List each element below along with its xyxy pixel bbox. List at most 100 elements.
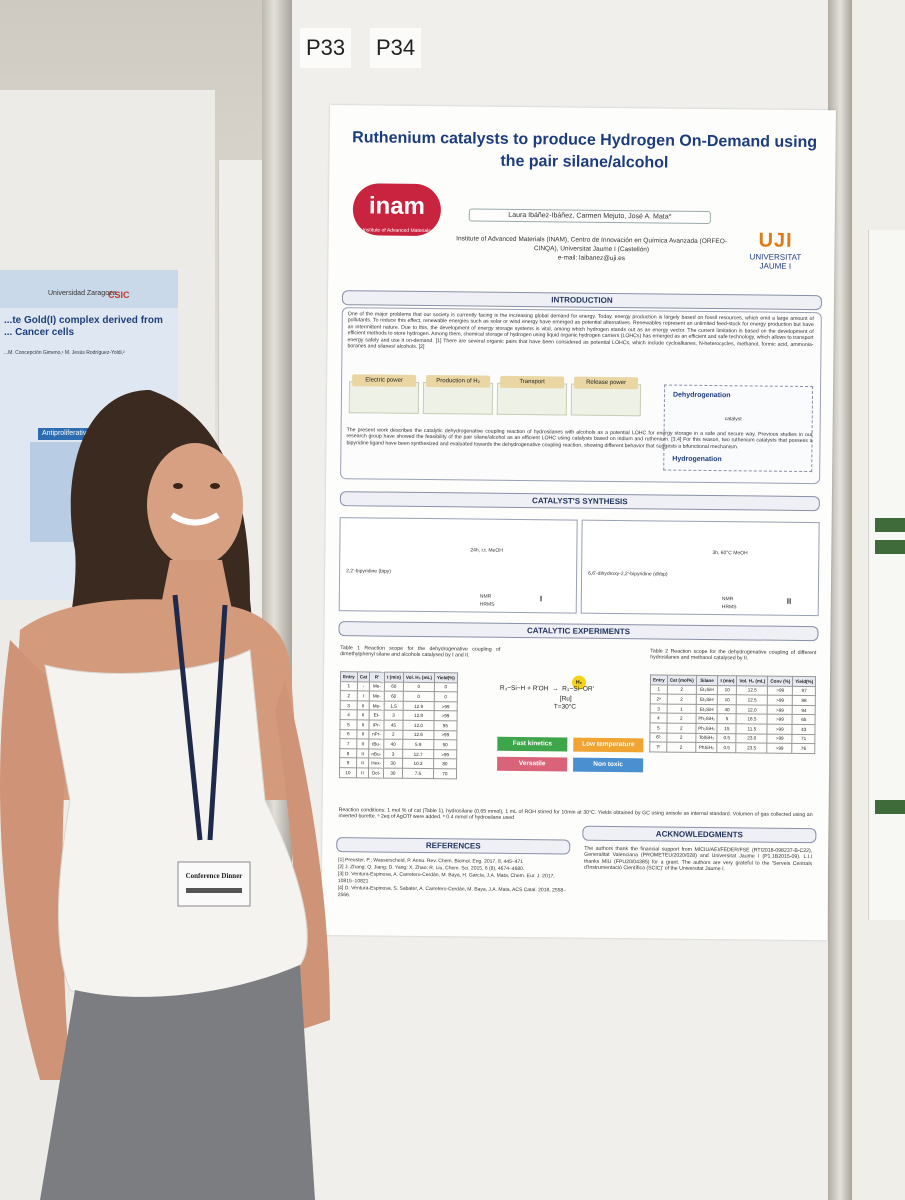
ligand-dhbp: 6,6'-dihydroxy-2,2'-bipyridine (dhbp) bbox=[588, 570, 668, 578]
table-header-cell: Yield(%) bbox=[792, 676, 816, 687]
table-header-cell: Cat (mol%) bbox=[667, 675, 697, 685]
dehydrogenation-label: Dehydrogenation bbox=[672, 391, 731, 400]
table-cell: Et- bbox=[369, 710, 385, 721]
table-row: 7ᵇ 2 PhSiH₃ 0.5 23.5 >99 76 bbox=[649, 742, 816, 754]
table-cell: 8 bbox=[339, 748, 357, 759]
table-cell: Ph₂SiH₂ bbox=[695, 713, 718, 724]
table-cell: 5.9 bbox=[402, 739, 434, 750]
poster-authors: Laura Ibáñez-Ibáñez, Carmen Mejuto, José… bbox=[468, 208, 711, 224]
table-cell: 12.6 bbox=[402, 729, 434, 740]
inam-logo-text: inam bbox=[368, 192, 426, 220]
table-cell: 6 bbox=[339, 729, 357, 739]
table-header-cell: Cat bbox=[357, 671, 370, 682]
arm-right bbox=[275, 680, 330, 1030]
table-cell: 2 bbox=[666, 732, 696, 743]
ligand-bipy: 2,2'-bipyridine (bipy) bbox=[346, 568, 392, 575]
poster-affiliation: Institute of Advanced Materials (INAM), … bbox=[446, 234, 736, 264]
table-header-cell: t (min) bbox=[384, 672, 404, 682]
table-cell: 5 bbox=[339, 719, 357, 730]
table-cell: 60 bbox=[384, 681, 404, 692]
table-cell: II bbox=[356, 767, 369, 778]
left-logo-university: Universidad Zaragoza bbox=[48, 290, 117, 297]
right-poster-bar bbox=[875, 518, 905, 532]
table-header-cell: Yield(%) bbox=[434, 672, 458, 683]
feature-fast-kinetics: Fast kinetics bbox=[497, 736, 568, 752]
table-cell: >99 bbox=[767, 733, 793, 744]
table-cell: 1 bbox=[340, 681, 358, 692]
table-cell: Et₃SiH bbox=[695, 704, 718, 714]
table-cell: II bbox=[356, 719, 370, 730]
section-synthesis-header: CATALYST'S SYNTHESIS bbox=[339, 491, 820, 512]
lanyard bbox=[172, 594, 228, 841]
table-cell: 10 bbox=[717, 694, 737, 705]
table-cell: nBu- bbox=[368, 748, 384, 759]
table2-caption: Table 2 Reaction scope for the dehydroge… bbox=[650, 648, 817, 662]
table-cell: >99 bbox=[767, 724, 793, 734]
table-cell: 2 bbox=[667, 684, 697, 695]
table-1: Entry Cat R' t (min) Vol. H₂ (mL) Yield(%) 1- M… bbox=[339, 671, 458, 779]
table-cell: 70 bbox=[433, 768, 457, 779]
feature-versatile: Versatile bbox=[497, 756, 568, 772]
uji-logo-mark: UJI bbox=[758, 229, 793, 252]
table-cell: 4 bbox=[340, 710, 357, 720]
poster: Ruthenium catalysts to produce Hydrogen … bbox=[321, 105, 836, 941]
table-cell: 50 bbox=[433, 739, 457, 750]
feature-low-temperature: Low temperature bbox=[573, 737, 644, 753]
table-cell: - bbox=[357, 681, 370, 692]
synthesis-conditions-right: 3h, 60°C MeOH bbox=[712, 550, 748, 557]
table-header-cell: Vol. H₂ (mL) bbox=[736, 675, 768, 686]
table-cell: Me- bbox=[369, 681, 385, 692]
check-nmr-left: NMR bbox=[479, 593, 492, 600]
synthesis-scheme-right: 6,6'-dihydroxy-2,2'-bipyridine (dhbp) 3h… bbox=[580, 519, 820, 617]
hydrogenation-label: Hydrogenation bbox=[672, 455, 722, 464]
table-cell: 71 bbox=[792, 733, 816, 744]
table-cell: nPr- bbox=[369, 729, 384, 740]
check-hrms-left: HRMS bbox=[479, 601, 495, 608]
table-cell: 3 bbox=[340, 700, 358, 711]
table-header-cell: Vol. H₂ (mL) bbox=[403, 672, 435, 683]
table-cell: 2 bbox=[666, 713, 696, 724]
table-cell: 2 bbox=[383, 729, 403, 740]
left-poster-header bbox=[0, 270, 178, 308]
reaction-equation: R₃−Si−H + R'OH → R₃−Si−OR' [Ru] T=30°C bbox=[499, 684, 594, 711]
table-cell: 7 bbox=[339, 738, 357, 749]
table-cell: PhSiH₃ bbox=[695, 742, 718, 753]
table-cell: 18.5 bbox=[736, 714, 768, 725]
table-cell: 65 bbox=[792, 714, 816, 725]
table-cell: 30 bbox=[383, 758, 403, 769]
checked-trousers bbox=[40, 965, 315, 1200]
section-acknowledgments-header: ACKNOWLEDGMENTS bbox=[582, 825, 817, 844]
left-poster-title: ...te Gold(I) complex derived from ... C… bbox=[4, 315, 163, 338]
table-cell: >99 bbox=[767, 685, 793, 696]
dehydrogenation-diagram: Dehydrogenation catalyst Hydrogenation bbox=[663, 384, 814, 473]
table-header-cell: R' bbox=[369, 671, 385, 682]
table-cell: II bbox=[356, 738, 370, 749]
flow-production: Production of H₂ bbox=[422, 375, 494, 415]
table-cell: 0 bbox=[403, 681, 435, 692]
table-cell: 43 bbox=[792, 724, 816, 735]
reaction-catalyst: [Ru] bbox=[559, 695, 572, 703]
table-cell: 98 bbox=[792, 695, 816, 706]
table-cell: 0.5 bbox=[717, 733, 737, 743]
table-cell: 11.5 bbox=[736, 723, 768, 734]
table-cell: 2 bbox=[666, 742, 696, 753]
table-cell: 40 bbox=[717, 704, 737, 715]
left-logo-csic: CSIC bbox=[108, 290, 130, 300]
table-2: Entry Cat (mol%) Silane t (min) Vol. H₂ (mL)… bbox=[649, 674, 816, 754]
table-cell: 0 bbox=[434, 682, 458, 693]
flow-electric-power: Electric power bbox=[348, 374, 420, 414]
uji-logo-name: UNIVERSITAT JAUME I bbox=[749, 252, 802, 271]
table-cell: 15 bbox=[717, 723, 737, 734]
table-cell: 80 bbox=[433, 758, 457, 769]
table-cell: 10 bbox=[339, 767, 357, 778]
right-poster bbox=[868, 230, 905, 920]
right-poster-bar bbox=[875, 800, 905, 814]
table-header-cell: Entry bbox=[340, 671, 358, 682]
table-cell: 76 bbox=[791, 743, 816, 754]
badge bbox=[177, 861, 251, 907]
face bbox=[147, 443, 243, 567]
table-cell: 1 bbox=[666, 703, 696, 714]
flow-release-power: Release power bbox=[570, 376, 642, 417]
table-cell: II bbox=[356, 710, 370, 720]
table-cell: 0 bbox=[403, 691, 435, 702]
